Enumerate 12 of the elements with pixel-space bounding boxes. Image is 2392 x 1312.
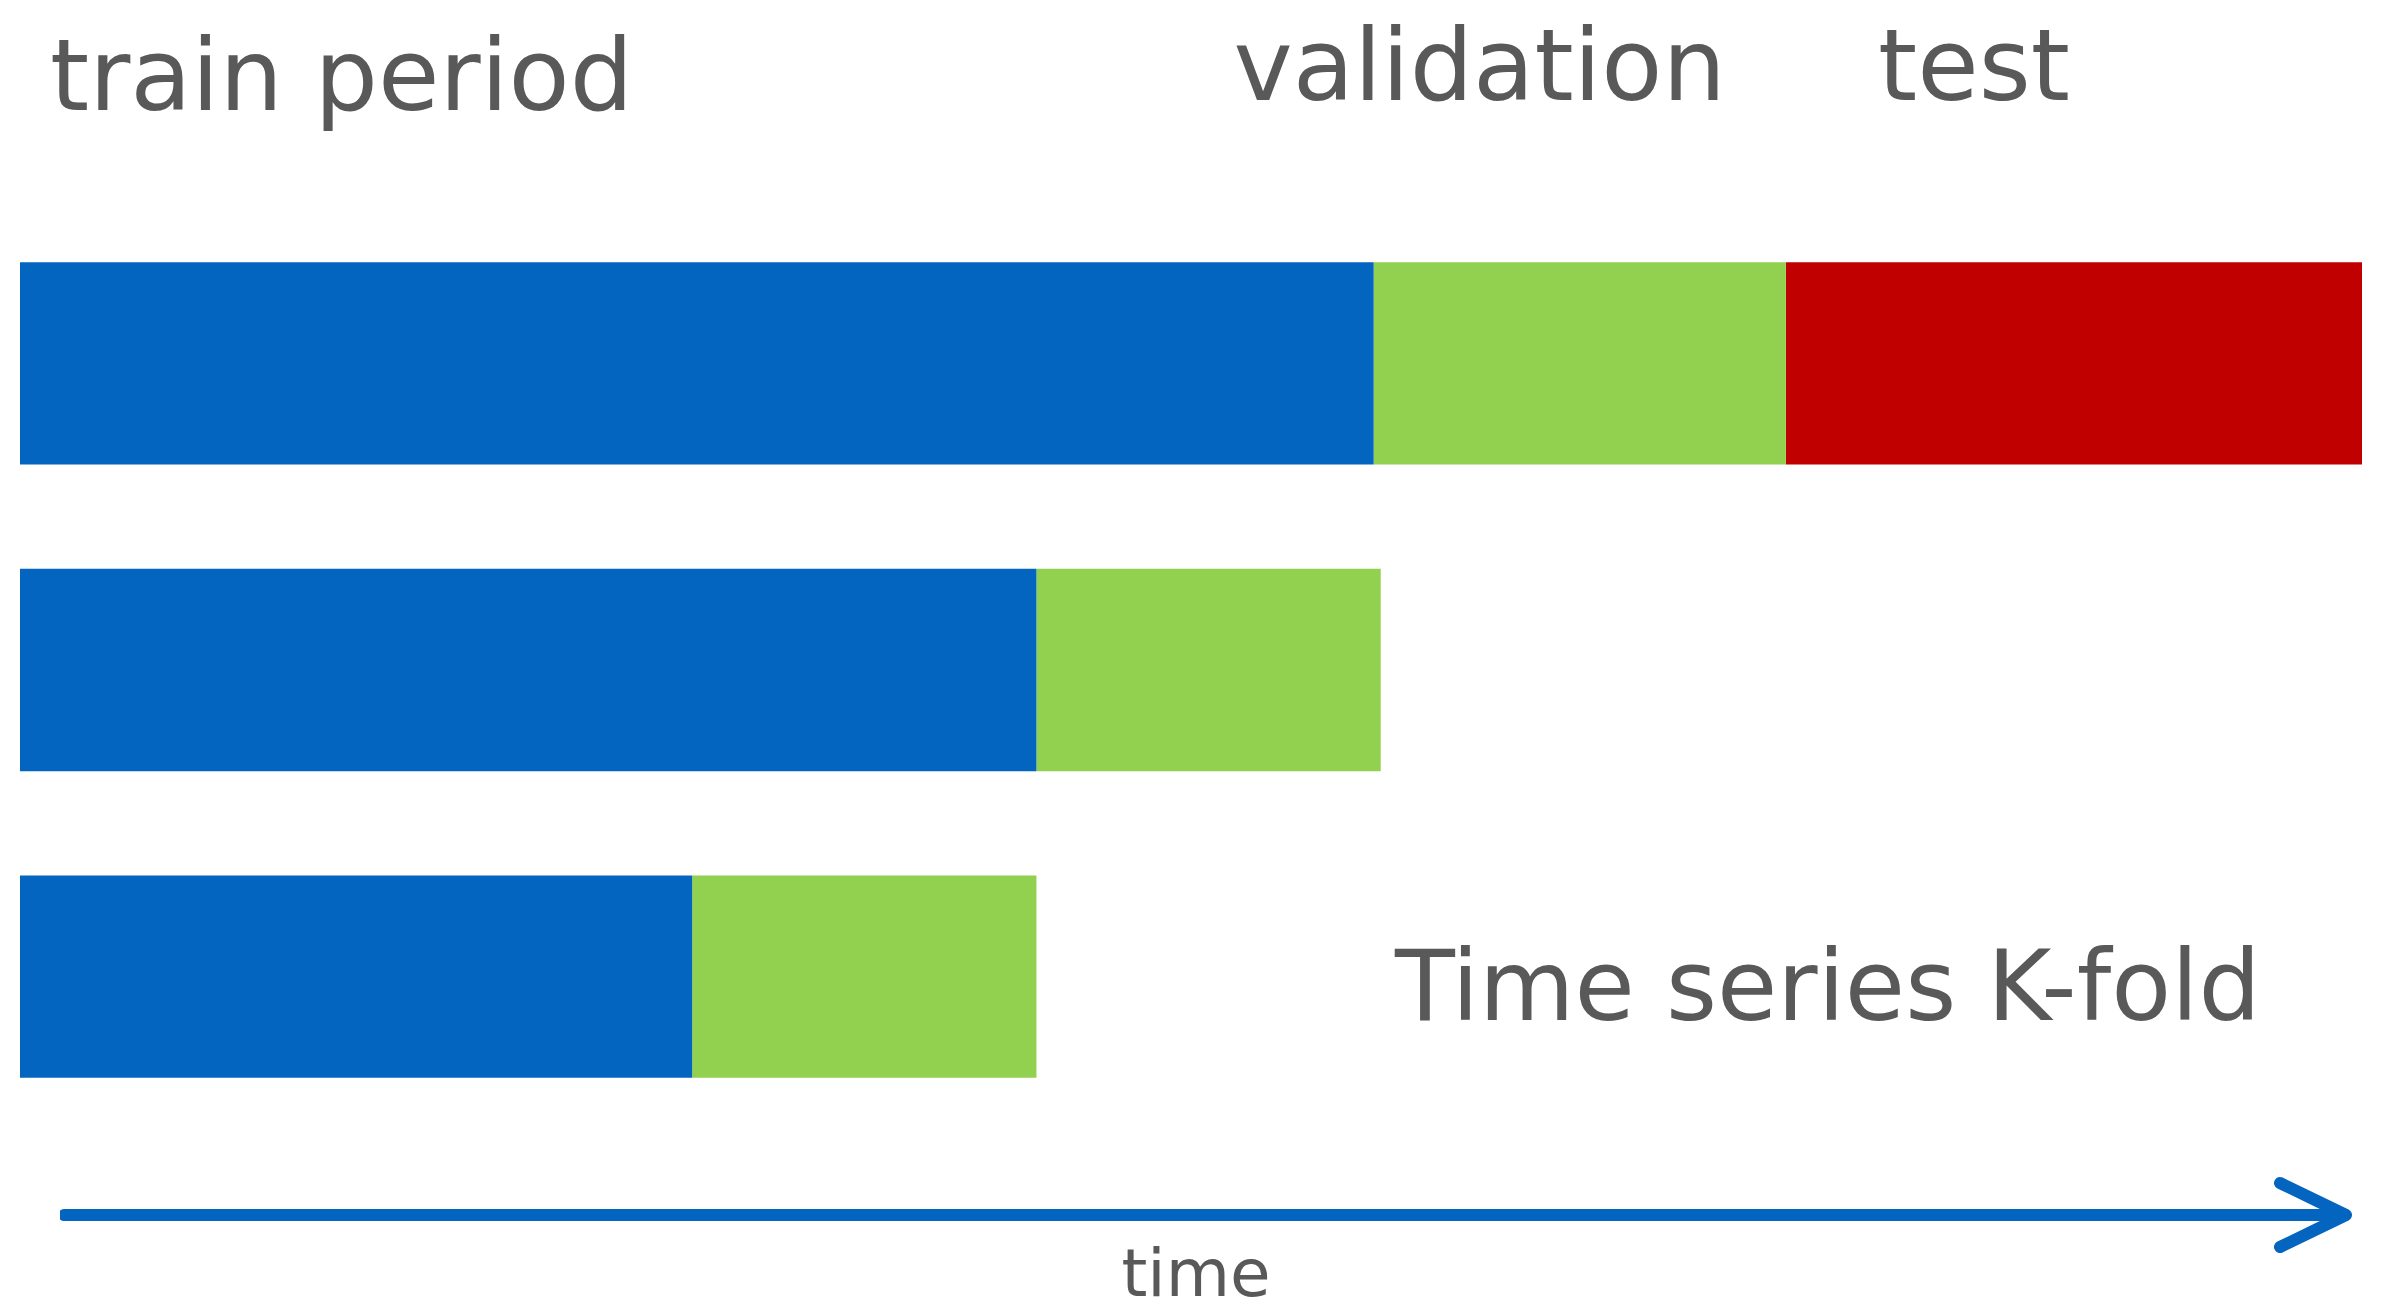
bar	[692, 875, 1037, 1078]
bar	[20, 568, 1037, 772]
bar	[20, 262, 1374, 465]
bar	[1036, 568, 1381, 772]
series-label: train period	[50, 17, 634, 134]
series-label: validation	[1233, 7, 1726, 124]
x-axis-title: time	[1120, 1235, 1272, 1312]
annotation: Time series K-fold	[1394, 929, 2261, 1043]
bar	[20, 875, 693, 1078]
series-label: test	[1877, 7, 2070, 124]
bar	[1373, 262, 1786, 465]
bar	[1785, 262, 2362, 465]
